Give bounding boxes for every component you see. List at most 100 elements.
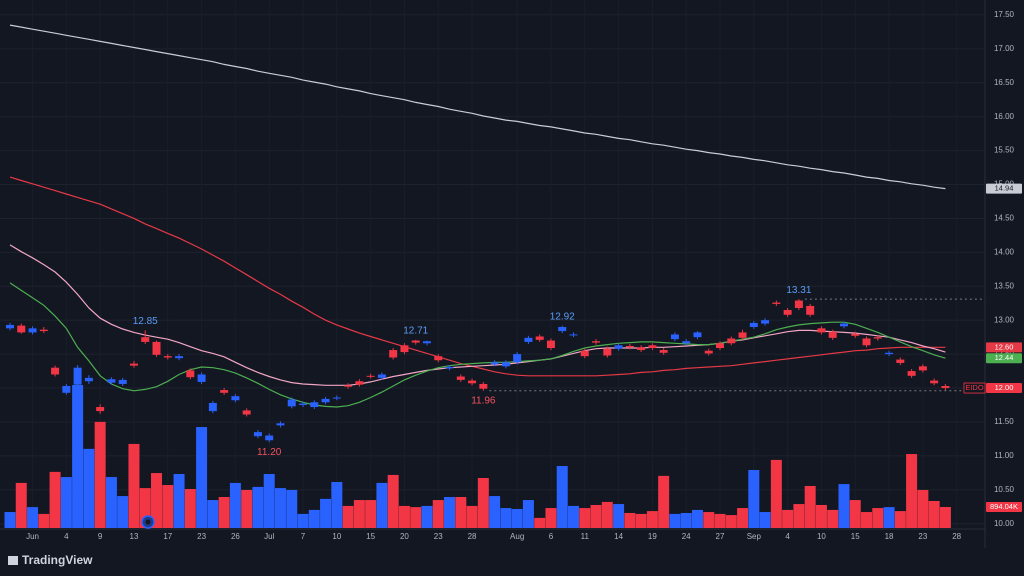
moving-average-line	[9, 282, 946, 408]
candle-body	[377, 374, 386, 378]
volume-bar	[691, 509, 703, 528]
candle-body	[242, 410, 251, 415]
x-tick-label: 10	[332, 532, 341, 541]
volume-bar	[162, 485, 174, 528]
volume-bar	[353, 500, 365, 528]
volume-bar	[500, 508, 512, 528]
volume-bar	[72, 385, 84, 528]
candle-body	[51, 367, 60, 375]
candle-body	[783, 310, 792, 315]
candle-body	[479, 383, 488, 389]
volume-bar	[398, 505, 410, 528]
candle-body	[625, 345, 634, 348]
x-tick-label: Aug	[510, 532, 524, 541]
candle-body	[907, 371, 916, 376]
volume-bar	[568, 505, 579, 528]
volume-bar	[117, 496, 129, 528]
candle-body	[299, 403, 308, 405]
volume-bar	[906, 454, 918, 528]
volume-bar	[286, 489, 298, 528]
volume-bar	[229, 482, 241, 528]
candle-body	[896, 359, 905, 363]
volume-badge	[986, 502, 1022, 513]
x-tick-label: 6	[549, 532, 554, 541]
x-tick-label: 23	[918, 532, 927, 541]
volume-bar	[669, 513, 681, 528]
candle-body	[546, 340, 555, 349]
candle-body	[716, 343, 725, 349]
volume-bar	[466, 505, 478, 528]
candle-body	[693, 332, 702, 338]
x-tick-label: 7	[301, 532, 306, 541]
candle-body	[310, 402, 319, 408]
x-tick-label: 15	[851, 532, 860, 541]
y-tick-label: 13.00	[994, 315, 1015, 324]
volume-bar	[590, 504, 602, 528]
candle-body	[851, 333, 860, 336]
candle-body	[569, 334, 578, 336]
price-badge	[986, 353, 1022, 364]
volume-bar	[635, 513, 647, 528]
volume-bar	[477, 477, 489, 528]
extreme-label: 12.85	[133, 316, 158, 327]
candle-body	[862, 338, 871, 346]
candle-body	[603, 348, 612, 356]
volume-bar	[184, 489, 196, 528]
moving-average-line	[9, 176, 946, 377]
candle-body	[659, 350, 668, 353]
volume-bar	[815, 504, 827, 528]
candle-body	[355, 381, 364, 385]
candle-body	[220, 390, 229, 393]
x-tick-label: 4	[785, 532, 790, 541]
candle-body	[344, 385, 353, 387]
x-tick-label: 27	[716, 532, 725, 541]
x-tick-label: 23	[197, 532, 206, 541]
candle-body	[366, 375, 375, 377]
volume-bar	[725, 515, 737, 528]
y-tick-label: 13.50	[994, 281, 1015, 290]
candle-body	[839, 323, 848, 327]
x-tick-label: 14	[614, 532, 623, 541]
x-tick-label: Jul	[264, 532, 274, 541]
x-tick-label: Jun	[26, 532, 39, 541]
candle-body	[704, 350, 713, 354]
volume-bar	[128, 443, 140, 528]
candle-body	[817, 328, 826, 333]
volume-bar	[770, 459, 782, 528]
candle-body	[738, 332, 747, 338]
candle-body	[107, 379, 116, 383]
candle-body	[490, 362, 499, 365]
candle-body	[592, 341, 601, 343]
volume-bar	[894, 511, 906, 528]
candle-body	[885, 352, 894, 355]
volume-bar	[827, 509, 839, 528]
volume-bar	[263, 473, 275, 528]
y-tick-label: 11.50	[994, 417, 1014, 426]
candle-body	[941, 386, 950, 389]
x-tick-label: 11	[581, 532, 590, 541]
volume-bar	[331, 481, 343, 528]
volume-bar	[556, 466, 568, 528]
candle-body	[434, 356, 443, 361]
volume-bar	[545, 508, 557, 528]
volume-bar	[252, 486, 264, 528]
x-tick-label: 28	[952, 532, 961, 541]
volume-bar	[308, 509, 320, 528]
candle-body	[468, 380, 477, 384]
volume-bar	[680, 512, 692, 528]
volume-bar	[601, 501, 613, 528]
candle-body	[129, 363, 138, 366]
candle-body	[727, 338, 736, 344]
volume-bar	[94, 421, 106, 528]
candle-body	[332, 397, 341, 399]
volume-bar	[714, 513, 726, 528]
volume-bar	[759, 512, 771, 528]
candle-body	[17, 325, 26, 333]
candle-body	[400, 345, 409, 353]
volume-bar	[432, 500, 444, 528]
volume-bar	[534, 517, 546, 528]
x-tick-label: 13	[130, 532, 139, 541]
volume-bar	[207, 500, 219, 528]
